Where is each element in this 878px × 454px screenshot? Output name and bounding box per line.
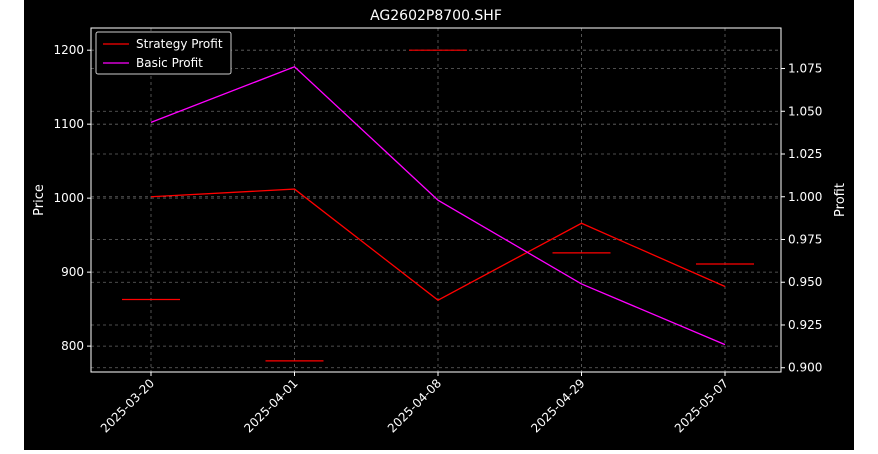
price-level-markers	[122, 49, 754, 362]
chart-figure: AG2602P8700.SHF 2025-03-20 2025-04-01 2025…	[24, 0, 854, 450]
profit-tick-label: 1.025	[788, 147, 822, 161]
price-tick-label: 900	[61, 265, 84, 279]
series-lines	[150, 66, 726, 346]
profit-tick-label: 0.925	[788, 318, 822, 332]
x-tick-label: 2025-04-01	[241, 376, 300, 435]
series-line-basic-profit	[150, 66, 726, 346]
chart-title: AG2602P8700.SHF	[370, 8, 502, 24]
profit-tick-label: 1.075	[788, 62, 822, 76]
plot-frame	[90, 27, 782, 373]
legend-label-strategy: Strategy Profit	[136, 37, 223, 51]
profit-tick-label: 0.900	[788, 361, 822, 375]
profit-tick-label: 1.000	[788, 190, 822, 204]
legend: Strategy Profit Basic Profit	[95, 31, 232, 75]
series-line-strategy-profit	[150, 188, 726, 301]
x-tick-label: 2025-04-08	[385, 376, 444, 435]
y-axis-label-right: Profit	[833, 183, 848, 217]
legend-label-basic: Basic Profit	[136, 56, 203, 70]
y-axis-label-left: Price	[32, 184, 47, 216]
profit-tick-label: 0.975	[788, 232, 822, 246]
profit-tick-label: 0.950	[788, 275, 822, 289]
grid-lines	[91, 28, 781, 372]
chart-svg: AG2602P8700.SHF 2025-03-20 2025-04-01 2025…	[32, 8, 848, 435]
price-tick-label: 1200	[53, 43, 84, 57]
price-tick-label: 800	[61, 339, 84, 353]
x-tick-label: 2025-04-29	[528, 376, 587, 435]
price-tick-label: 1000	[53, 191, 84, 205]
x-tick-label: 2025-03-20	[98, 376, 157, 435]
legend-box	[95, 31, 232, 75]
x-tick-label: 2025-05-07	[672, 376, 731, 435]
profit-tick-label: 1.050	[788, 104, 822, 118]
price-tick-label: 1100	[53, 117, 84, 131]
